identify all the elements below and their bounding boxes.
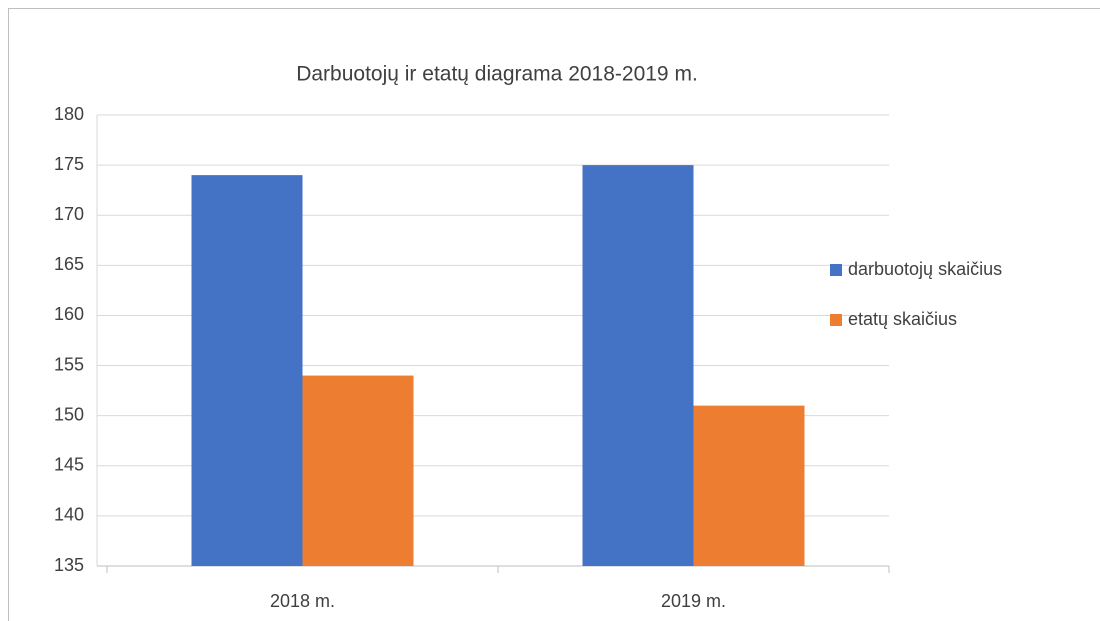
- bar: [191, 175, 303, 566]
- y-tick-label: 150: [54, 404, 84, 424]
- y-tick-label: 155: [54, 354, 84, 374]
- y-tick-label: 135: [54, 555, 84, 575]
- bar: [302, 375, 414, 566]
- y-tick-label: 140: [54, 505, 84, 525]
- legend-label: darbuotojų skaičius: [848, 259, 1002, 279]
- legend-label: etatų skaičius: [848, 309, 957, 329]
- y-tick-label: 165: [54, 254, 84, 274]
- y-tick-label: 145: [54, 455, 84, 475]
- x-tick-label: 2019 m.: [661, 591, 726, 611]
- legend-swatch: [830, 264, 842, 276]
- bar: [582, 165, 694, 566]
- legend-swatch: [830, 314, 842, 326]
- bar: [693, 405, 805, 566]
- y-tick-label: 170: [54, 204, 84, 224]
- chart-title: Darbuotojų ir etatų diagrama 2018-2019 m…: [296, 63, 698, 86]
- y-tick-label: 180: [54, 104, 84, 124]
- x-tick-label: 2018 m.: [270, 591, 335, 611]
- chart-border: [8, 8, 1100, 621]
- y-tick-label: 175: [54, 154, 84, 174]
- y-tick-label: 160: [54, 304, 84, 324]
